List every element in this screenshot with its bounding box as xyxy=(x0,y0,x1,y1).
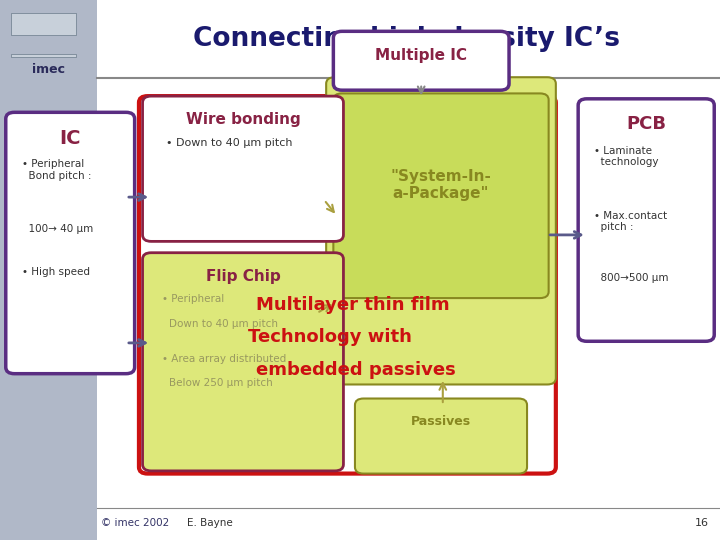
Text: © imec 2002: © imec 2002 xyxy=(101,518,169,528)
Text: Down to 40 μm pitch: Down to 40 μm pitch xyxy=(169,319,278,329)
Text: • Peripheral: • Peripheral xyxy=(162,294,224,305)
Text: 100→ 40 μm: 100→ 40 μm xyxy=(22,224,93,234)
FancyBboxPatch shape xyxy=(578,99,714,341)
Text: Multilayer thin film: Multilayer thin film xyxy=(256,296,449,314)
Text: • Area array distributed: • Area array distributed xyxy=(162,354,287,364)
Bar xyxy=(11,54,76,57)
Text: Below 250 μm pitch: Below 250 μm pitch xyxy=(169,378,273,388)
Text: "System-In-
a-Package": "System-In- a-Package" xyxy=(390,168,492,201)
Text: • Laminate
  technology: • Laminate technology xyxy=(594,146,659,167)
Bar xyxy=(97,0,720,540)
Text: imec: imec xyxy=(32,63,66,76)
Text: • Down to 40 μm pitch: • Down to 40 μm pitch xyxy=(166,138,292,148)
Text: Flip Chip: Flip Chip xyxy=(206,269,280,284)
Text: Technology with: Technology with xyxy=(248,328,413,347)
FancyBboxPatch shape xyxy=(333,31,509,90)
FancyBboxPatch shape xyxy=(326,77,556,384)
Text: embedded passives: embedded passives xyxy=(256,361,455,379)
FancyBboxPatch shape xyxy=(333,93,549,298)
Text: Wire bonding: Wire bonding xyxy=(186,112,300,127)
Text: Connecting high density IC’s: Connecting high density IC’s xyxy=(193,26,621,52)
Text: • Max.contact
  pitch :: • Max.contact pitch : xyxy=(594,211,667,232)
Text: E. Bayne: E. Bayne xyxy=(187,518,233,528)
Text: PCB: PCB xyxy=(626,115,666,133)
Text: IC: IC xyxy=(60,129,81,147)
Text: 800→500 μm: 800→500 μm xyxy=(594,273,668,283)
Text: • High speed: • High speed xyxy=(22,267,89,278)
FancyBboxPatch shape xyxy=(6,112,135,374)
Bar xyxy=(11,14,76,35)
FancyBboxPatch shape xyxy=(143,96,343,241)
Bar xyxy=(0,0,97,540)
FancyBboxPatch shape xyxy=(355,399,527,474)
FancyBboxPatch shape xyxy=(143,253,343,471)
Text: • Peripheral
  Bond pitch :: • Peripheral Bond pitch : xyxy=(22,159,91,181)
Text: Passives: Passives xyxy=(411,415,471,428)
Text: Multiple IC: Multiple IC xyxy=(375,48,467,63)
Text: 16: 16 xyxy=(696,518,709,528)
